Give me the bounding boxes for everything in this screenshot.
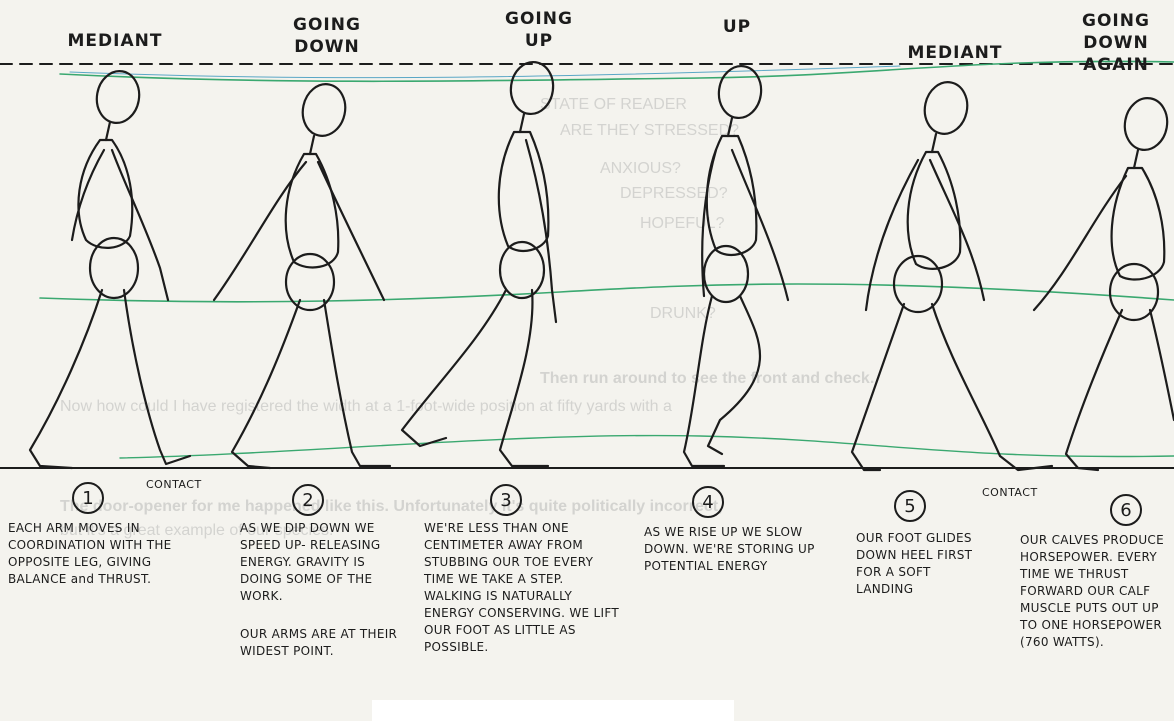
header-going-up: GOING UP bbox=[484, 8, 594, 52]
step-caption-5: OUR FOOT GLIDES DOWN HEEL FIRST FOR A SO… bbox=[856, 531, 973, 596]
bleed-text-1: STATE OF READER bbox=[540, 96, 687, 113]
toe-guide-line bbox=[119, 434, 1174, 459]
header-going-down-again-line1: GOING bbox=[1082, 11, 1150, 31]
header-going-down-line2: DOWN bbox=[294, 37, 360, 57]
step-number-5: 5 bbox=[894, 490, 926, 522]
header-mediant-2: MEDIANT bbox=[907, 43, 1003, 63]
header-going-down-line1: GOING bbox=[293, 15, 361, 35]
step-number-6: 6 bbox=[1110, 494, 1142, 526]
figure-3-going-up bbox=[400, 60, 558, 468]
figure-4-up bbox=[682, 64, 790, 468]
figure-1-mediant bbox=[28, 70, 192, 470]
figure-6-going-down-again bbox=[1032, 97, 1174, 472]
figure-2-going-down bbox=[212, 83, 392, 470]
step-number-2: 2 bbox=[292, 484, 324, 516]
head-guide-line-blue bbox=[69, 65, 901, 79]
header-going-down-again-line2: DOWN bbox=[1083, 33, 1149, 53]
figure-5-mediant bbox=[850, 81, 1054, 472]
step-caption-3: WE'RE LESS THAN ONE CENTIMETER AWAY FROM… bbox=[424, 521, 619, 654]
bleed-text-3: ANXIOUS? bbox=[600, 160, 681, 177]
header-going-up-line1: GOING bbox=[505, 9, 573, 29]
header-going-up-line2: UP bbox=[524, 31, 554, 51]
contact-label-left: CONTACT bbox=[146, 478, 202, 491]
header-going-down-again: GOING DOWN AGAIN bbox=[1066, 10, 1166, 76]
header-up: UP bbox=[722, 17, 752, 37]
step-number-1: 1 bbox=[72, 482, 104, 514]
bottom-white-patch bbox=[372, 700, 734, 721]
bleed-text-6: DRUNK? bbox=[650, 305, 716, 322]
step-caption-2-extra: OUR ARMS ARE AT THEIR WIDEST POINT. bbox=[240, 627, 398, 658]
bleed-text-10: but it's a great example of our species. bbox=[60, 522, 334, 539]
contact-label-right: CONTACT bbox=[982, 486, 1038, 499]
head-guide-line bbox=[59, 60, 1174, 83]
step-caption-6: OUR CALVES PRODUCE HORSEPOWER. EVERY TIM… bbox=[1020, 533, 1164, 649]
step-caption-1: EACH ARM MOVES IN COORDINATION WITH THE … bbox=[8, 521, 172, 586]
bleed-text-4: DEPRESSED? bbox=[620, 185, 728, 202]
step-number-4: 4 bbox=[692, 486, 724, 518]
hip-guide-line bbox=[39, 283, 1174, 303]
header-going-down: GOING DOWN bbox=[272, 14, 382, 58]
step-number-3: 3 bbox=[490, 484, 522, 516]
bleed-text-8: Now how could I have registered the widt… bbox=[60, 398, 672, 415]
bleed-text-9: The door-opener for me happened like thi… bbox=[60, 498, 723, 515]
header-going-down-again-line3: AGAIN bbox=[1083, 55, 1149, 75]
bleed-text-7: Then run around to see the front and che… bbox=[540, 370, 875, 387]
bleed-text-2: ARE THEY STRESSED? bbox=[560, 122, 740, 139]
step-caption-2: AS WE DIP DOWN WE SPEED UP- RELEASING EN… bbox=[240, 521, 381, 603]
step-caption-4: AS WE RISE UP WE SLOW DOWN. WE'RE STORIN… bbox=[644, 525, 815, 573]
header-mediant-1: MEDIANT bbox=[67, 31, 163, 51]
